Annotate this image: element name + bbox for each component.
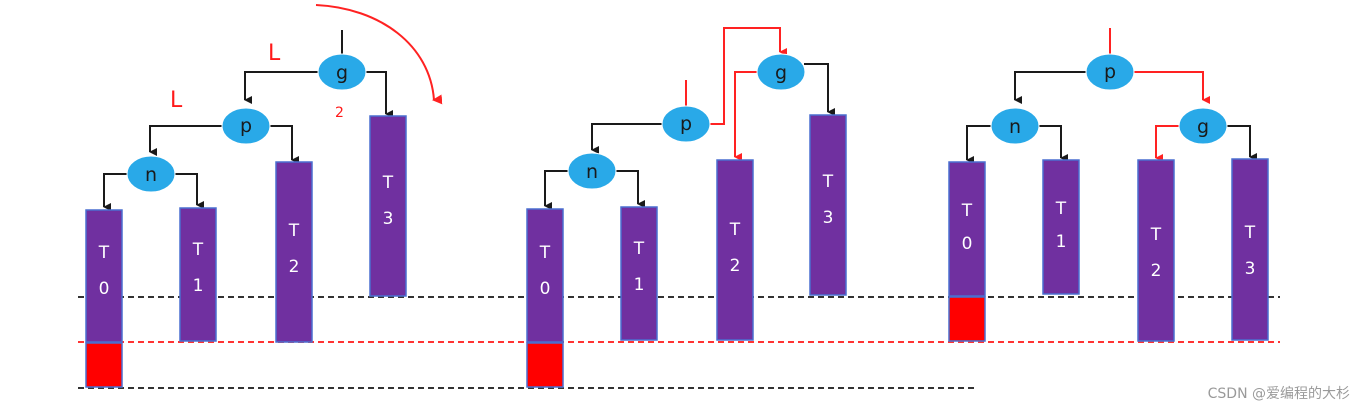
edge-p-n <box>591 123 662 154</box>
edge-g-to-t2-red <box>734 71 757 161</box>
edge-p-to-g-red <box>710 27 787 125</box>
edge-g-t3 <box>804 63 835 116</box>
node-g <box>317 53 367 91</box>
node-n-label: n <box>145 164 157 186</box>
subtree-t1 <box>620 206 658 341</box>
node-n-label: n <box>586 161 598 183</box>
extra-height-block <box>85 342 123 388</box>
subtree-t2 <box>716 159 754 341</box>
subtree-t3 <box>1231 158 1269 341</box>
edge-g-t3 <box>1226 125 1257 161</box>
edge-n-t1 <box>174 173 204 209</box>
node-p <box>1085 53 1135 91</box>
edge-g-p <box>244 71 318 104</box>
watermark: CSDN @爱编程的大杉 <box>1208 386 1350 402</box>
node-n <box>990 107 1040 145</box>
direction-label-inner: L <box>170 88 183 113</box>
edge-g-to-t2-red <box>1155 125 1180 162</box>
extra-height-block <box>948 296 986 342</box>
node-p <box>221 107 271 145</box>
node-p-label: p <box>240 115 252 137</box>
node-g <box>1178 107 1228 145</box>
node-n <box>126 155 176 193</box>
edge-p-n <box>1014 71 1086 104</box>
subtree-t3 <box>369 115 407 297</box>
direction-label-outer: L <box>268 41 281 66</box>
edge-n-t1 <box>1038 125 1068 162</box>
subtree-t2 <box>275 161 313 343</box>
node-p-label: p <box>1104 61 1116 83</box>
subtree-t3 <box>809 114 847 296</box>
edge-p-to-g-red <box>1134 71 1210 104</box>
edge-n-t0 <box>966 125 992 164</box>
node-n <box>567 152 617 190</box>
node-p-label: p <box>680 113 692 135</box>
node-g-label: g <box>1197 116 1209 138</box>
node-g <box>756 53 806 91</box>
rotation-arrow <box>315 4 443 105</box>
subtree-t0 <box>85 209 123 343</box>
node-g-label: g <box>775 62 787 84</box>
subtree-t0 <box>948 161 986 297</box>
edge-n-t0 <box>544 170 569 210</box>
node-g-label: g <box>336 62 348 84</box>
edge-g-t3 <box>366 71 393 118</box>
edge-p-t2 <box>270 125 299 164</box>
edge-n-t0 <box>103 173 128 211</box>
extra-height-block <box>526 342 564 388</box>
subtree-t1 <box>1042 159 1080 295</box>
subtree-t1 <box>179 207 217 342</box>
subtree-t2 <box>1137 159 1175 342</box>
edge-n-t1 <box>615 170 645 208</box>
edge-p-n <box>149 125 222 156</box>
node-n-label: n <box>1009 116 1021 138</box>
balance-factor-label: 2 <box>335 105 344 121</box>
subtree-t0 <box>526 208 564 343</box>
node-p <box>661 105 711 143</box>
